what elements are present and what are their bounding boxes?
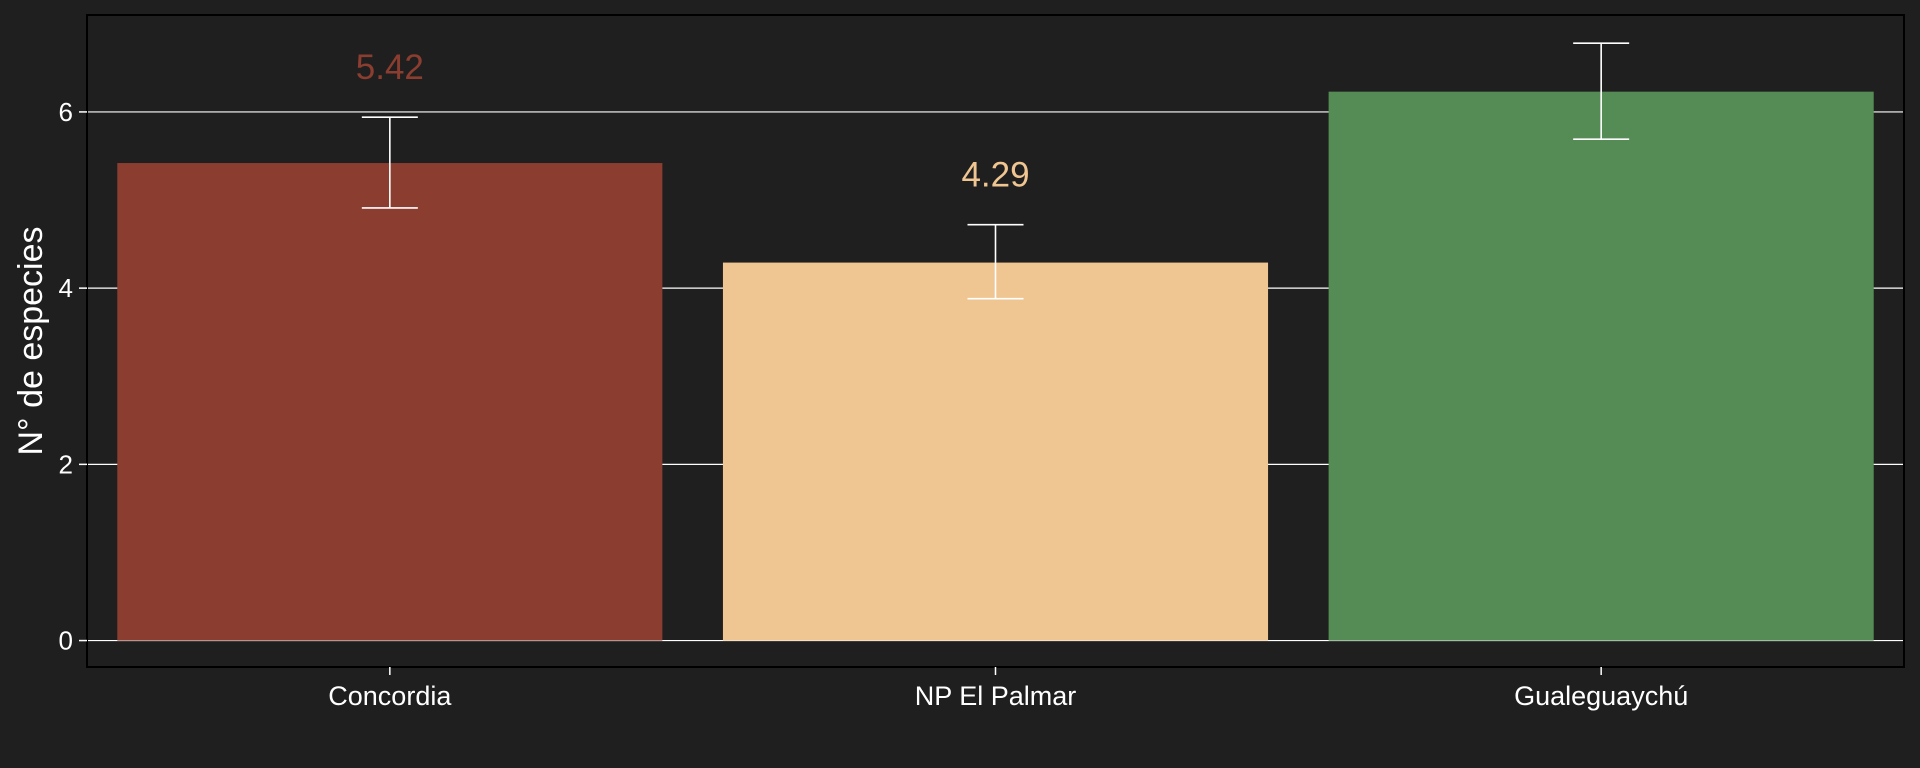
x-tick-label-2: NP El Palmar: [915, 681, 1077, 711]
x-tick-label-3: Gualeguaychú: [1514, 681, 1688, 711]
y-tick-label-0: 0: [59, 626, 73, 656]
y-tick-label-6: 6: [59, 97, 73, 127]
bar-2: [722, 262, 1269, 641]
bar-3: [1328, 91, 1874, 641]
x-axis: Concordia NP El Palmar Gualeguaychú: [328, 667, 1688, 711]
error-bars: [361, 42, 1630, 300]
data-label-1: 5.42: [356, 48, 424, 87]
error-bar-2: [967, 223, 1024, 300]
y-axis: 0 2 4 6: [59, 97, 87, 656]
bar-1: [117, 163, 663, 641]
x-tick-label-1: Concordia: [328, 681, 452, 711]
y-tick-label-4: 4: [59, 273, 73, 303]
y-axis-title: N° de especies: [12, 226, 50, 455]
data-labels: 5.42 4.29: [356, 48, 1030, 194]
data-label-2: 4.29: [961, 156, 1029, 195]
y-tick-label-2: 2: [59, 449, 73, 479]
error-bar-3: [1573, 42, 1630, 141]
error-bar-1: [361, 116, 418, 209]
bars: [117, 91, 1874, 641]
